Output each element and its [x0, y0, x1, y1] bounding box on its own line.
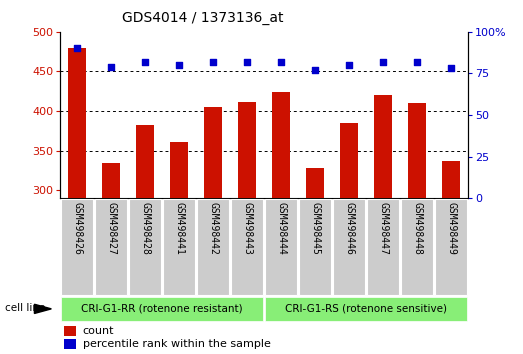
- Text: CRI-G1-RR (rotenone resistant): CRI-G1-RR (rotenone resistant): [81, 303, 243, 313]
- Point: [277, 59, 286, 65]
- Bar: [102, 162, 120, 198]
- Text: GSM498428: GSM498428: [140, 202, 150, 255]
- Text: count: count: [83, 326, 114, 336]
- Text: GSM498445: GSM498445: [310, 202, 320, 255]
- Bar: [340, 123, 358, 198]
- FancyBboxPatch shape: [333, 199, 366, 295]
- Bar: [306, 168, 324, 198]
- FancyBboxPatch shape: [367, 199, 400, 295]
- Point: [311, 67, 320, 73]
- Bar: [170, 142, 188, 198]
- FancyBboxPatch shape: [197, 199, 230, 295]
- Title: GDS4014 / 1373136_at: GDS4014 / 1373136_at: [122, 11, 283, 25]
- FancyBboxPatch shape: [266, 297, 468, 321]
- FancyBboxPatch shape: [61, 297, 264, 321]
- Text: GSM498447: GSM498447: [378, 202, 388, 255]
- FancyBboxPatch shape: [163, 199, 196, 295]
- Text: percentile rank within the sample: percentile rank within the sample: [83, 339, 270, 349]
- Bar: [136, 125, 154, 198]
- Text: GSM498446: GSM498446: [344, 202, 354, 255]
- FancyBboxPatch shape: [129, 199, 162, 295]
- Text: GSM498441: GSM498441: [174, 202, 184, 255]
- Bar: [204, 107, 222, 198]
- Bar: [442, 161, 460, 198]
- Point: [209, 59, 218, 65]
- Point: [73, 46, 82, 51]
- Text: GSM498448: GSM498448: [412, 202, 422, 255]
- Bar: [238, 102, 256, 198]
- Text: GSM498426: GSM498426: [72, 202, 82, 255]
- Point: [345, 62, 354, 68]
- Bar: [272, 92, 290, 198]
- Point: [107, 64, 116, 70]
- Point: [379, 59, 388, 65]
- Text: cell line: cell line: [5, 303, 46, 313]
- FancyBboxPatch shape: [299, 199, 332, 295]
- Point: [413, 59, 422, 65]
- Polygon shape: [35, 304, 51, 314]
- FancyBboxPatch shape: [61, 199, 94, 295]
- Bar: [408, 103, 426, 198]
- Text: GSM498449: GSM498449: [446, 202, 456, 255]
- Bar: [64, 326, 76, 336]
- Point: [141, 59, 150, 65]
- Point: [447, 65, 456, 71]
- Text: GSM498443: GSM498443: [242, 202, 252, 255]
- Point: [243, 59, 252, 65]
- Bar: [64, 339, 76, 349]
- Text: GSM498427: GSM498427: [106, 202, 116, 255]
- Bar: [374, 95, 392, 198]
- FancyBboxPatch shape: [95, 199, 128, 295]
- Text: GSM498442: GSM498442: [208, 202, 218, 255]
- FancyBboxPatch shape: [435, 199, 468, 295]
- FancyBboxPatch shape: [401, 199, 434, 295]
- FancyBboxPatch shape: [265, 199, 298, 295]
- Bar: [68, 48, 86, 198]
- Text: GSM498444: GSM498444: [276, 202, 286, 255]
- FancyBboxPatch shape: [231, 199, 264, 295]
- Point: [175, 62, 184, 68]
- Text: CRI-G1-RS (rotenone sensitive): CRI-G1-RS (rotenone sensitive): [285, 303, 447, 313]
